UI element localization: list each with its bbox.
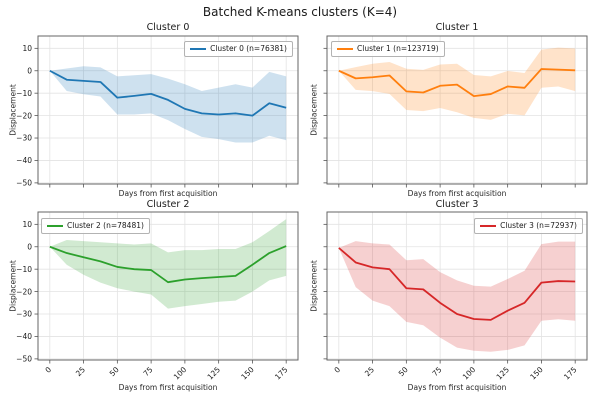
- y-tick-label: −20: [16, 111, 32, 120]
- cluster-2-title: Cluster 2: [146, 199, 190, 210]
- y-tick-label: −30: [16, 134, 32, 143]
- y-tick-label: 10: [22, 44, 32, 53]
- legend-line-swatch: [47, 225, 63, 227]
- x-tick-label: 100: [172, 365, 189, 382]
- cluster-0-line: [49, 69, 287, 117]
- cluster-2-x-axis-label: Days from first acquisition: [118, 383, 218, 392]
- y-tick-label: −50: [16, 179, 32, 188]
- cluster-2-line: [49, 245, 287, 284]
- y-tick-label: −40: [16, 332, 32, 341]
- axes-spines: [326, 211, 588, 361]
- y-tick-label: −20: [16, 287, 32, 296]
- cluster-0-y-axis-label: Displacement: [8, 84, 18, 136]
- cluster-0-confidence-band: [49, 66, 287, 143]
- x-tick-label: 125: [206, 365, 223, 382]
- legend-label: Cluster 3 (n=72937): [500, 221, 577, 230]
- cluster-2-y-axis-label: Displacement: [8, 260, 18, 312]
- x-tick-label: 125: [495, 365, 512, 382]
- cluster-1-line: [338, 68, 576, 97]
- cluster-3-line: [338, 247, 576, 321]
- cluster-3-title: Cluster 3: [435, 199, 479, 210]
- cluster-1-axes: [323, 35, 588, 188]
- legend-line-swatch: [480, 225, 497, 227]
- legend-line-swatch: [190, 48, 207, 50]
- cluster-3-confidence-band: [338, 241, 576, 352]
- legend-line-swatch: [337, 48, 353, 50]
- y-tick-label: −10: [16, 89, 32, 98]
- x-tick-label: 150: [239, 365, 256, 382]
- x-tick-label: 50: [108, 365, 121, 378]
- x-tick-label: 175: [273, 365, 290, 382]
- cluster-1-y-axis-label: Displacement: [309, 84, 319, 136]
- y-tick-label: −10: [16, 265, 32, 274]
- x-tick-label: 75: [430, 365, 443, 378]
- cluster-1-x-axis-label: Days from first acquisition: [407, 189, 507, 198]
- legend-label: Cluster 0 (n=76381): [210, 44, 287, 53]
- axes-spines: [326, 35, 588, 185]
- y-tick-label: 0: [27, 66, 32, 75]
- x-tick-label: 150: [528, 365, 545, 382]
- y-tick-label: −40: [16, 156, 32, 165]
- axes-spines: [37, 35, 299, 185]
- cluster-3-axes: 0 25 50 75 100 125 150 175: [323, 211, 588, 382]
- y-tick-label: −30: [16, 310, 32, 319]
- y-tick-label: −50: [16, 355, 32, 364]
- cluster-1-title: Cluster 1: [435, 22, 479, 33]
- cluster-2-confidence-band: [49, 219, 287, 309]
- cluster-3-legend: Cluster 3 (n=72937): [474, 218, 583, 234]
- x-tick-label: 100: [461, 365, 478, 382]
- cluster-0-legend: Cluster 0 (n=76381): [184, 41, 293, 57]
- cluster-3-y-axis-label: Displacement: [309, 260, 319, 312]
- x-tick-label: 175: [562, 365, 579, 382]
- x-tick-label: 25: [363, 365, 376, 378]
- x-tick-label: 75: [141, 365, 154, 378]
- x-tick-label: 0: [332, 365, 342, 375]
- y-tick-label: 10: [22, 220, 32, 229]
- x-tick-label: 25: [74, 365, 87, 378]
- x-tick-label: 0: [43, 365, 53, 375]
- axes-spines: [37, 211, 299, 361]
- cluster-1-legend: Cluster 1 (n=123719): [331, 41, 445, 57]
- cluster-0-title: Cluster 0: [146, 22, 190, 33]
- cluster-0-axes: 10 0 −10 −20 −30 −40 −50: [16, 35, 299, 188]
- cluster-2-legend: Cluster 2 (n=78481): [41, 218, 150, 234]
- legend-label: Cluster 2 (n=78481): [67, 221, 144, 230]
- cluster-3-x-axis-label: Days from first acquisition: [407, 383, 507, 392]
- x-tick-label: 50: [397, 365, 410, 378]
- cluster-0-x-axis-label: Days from first acquisition: [118, 189, 218, 198]
- figure-title: Batched K-means clusters (K=4): [202, 5, 398, 19]
- y-tick-label: 0: [27, 242, 32, 251]
- legend-label: Cluster 1 (n=123719): [357, 44, 439, 53]
